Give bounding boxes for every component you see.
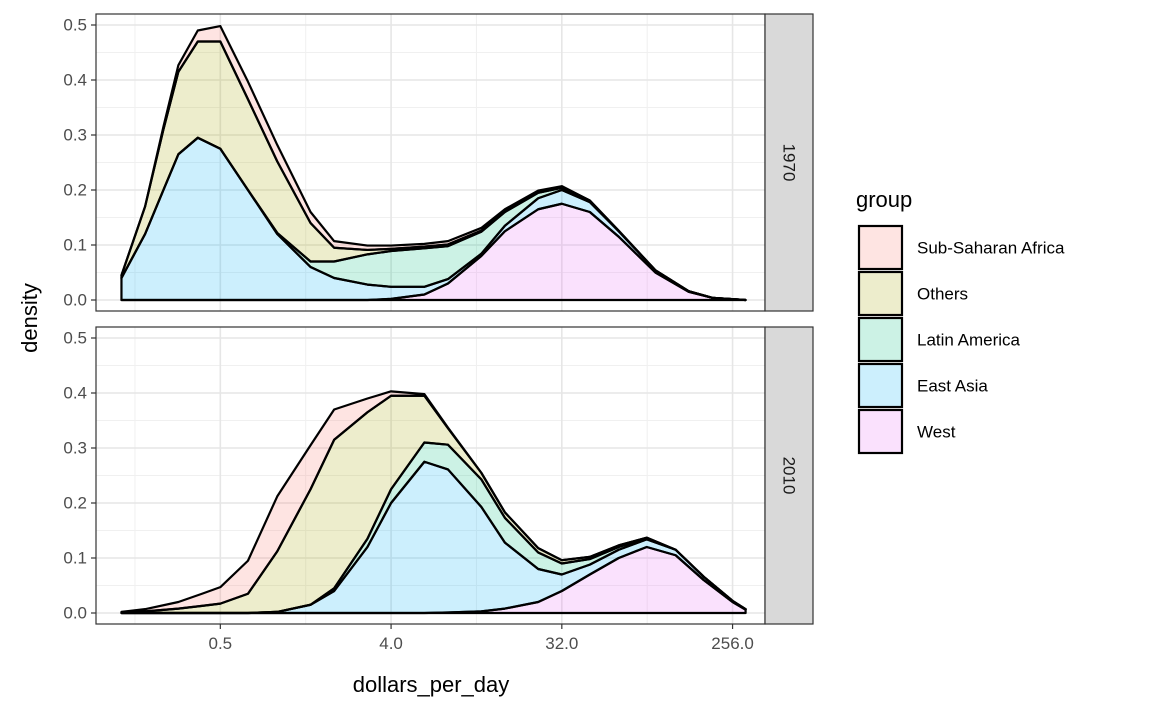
facet-strip bbox=[764, 13, 814, 312]
legend-label: West bbox=[917, 423, 956, 442]
legend-label: East Asia bbox=[917, 377, 988, 396]
legend-item-latin-america: Latin America bbox=[857, 316, 1021, 363]
legend-item-east-asia: East Asia bbox=[857, 362, 988, 409]
panel-1970: 1970 0.0 0.1 0.2 0.3 0.4 0.5 bbox=[63, 13, 814, 312]
density-area-sub-saharan-africa bbox=[120, 25, 747, 302]
x-tick-label: 0.5 bbox=[209, 634, 233, 653]
legend-label: Sub-Saharan Africa bbox=[917, 239, 1065, 258]
y-tick-label: 0.2 bbox=[63, 181, 87, 200]
legend-item-others: Others bbox=[857, 270, 968, 317]
facet-panels: 1970 0.0 0.1 0.2 0.3 0.4 0.5 2010 0.0 0.1 0.2 0.3 0.… bbox=[63, 13, 814, 653]
facet-strip-label: 1970 bbox=[780, 144, 799, 182]
y-tick-label: 0.2 bbox=[63, 494, 87, 513]
y-tick-label: 0.4 bbox=[63, 71, 87, 90]
x-axis-title: dollars_per_day bbox=[353, 672, 510, 697]
y-tick-label: 0.5 bbox=[63, 329, 87, 348]
x-tick-label: 32.0 bbox=[545, 634, 578, 653]
facet-strip-label: 2010 bbox=[780, 457, 799, 495]
y-tick-label: 0.1 bbox=[63, 236, 87, 255]
y-tick-label: 0.5 bbox=[63, 16, 87, 35]
y-tick-label: 0.3 bbox=[63, 439, 87, 458]
x-tick-label: 4.0 bbox=[379, 634, 403, 653]
y-axis-title: density bbox=[17, 283, 42, 353]
x-tick-label: 256.0 bbox=[711, 634, 754, 653]
legend-item-sub-saharan-africa: Sub-Saharan Africa bbox=[857, 224, 1065, 271]
legend-label: Others bbox=[917, 285, 968, 304]
panel-2010: 2010 0.0 0.1 0.2 0.3 0.4 0.5 bbox=[63, 326, 814, 625]
legend-label: Latin America bbox=[917, 331, 1021, 350]
y-tick-label: 0.0 bbox=[63, 604, 87, 623]
legend-swatch bbox=[857, 270, 904, 317]
legend-swatch bbox=[857, 316, 904, 363]
y-tick-label: 0.1 bbox=[63, 549, 87, 568]
legend-item-west: West bbox=[857, 408, 956, 455]
y-tick-label: 0.0 bbox=[63, 291, 87, 310]
x-axis: 0.5 4.0 32.0 256.0 bbox=[209, 624, 754, 653]
legend-swatch bbox=[857, 362, 904, 409]
legend-items: Sub-Saharan Africa Others Latin America Eas… bbox=[857, 224, 1065, 455]
density-area-sub-saharan-africa bbox=[120, 390, 747, 614]
legend-swatch bbox=[857, 224, 904, 271]
facet-strip bbox=[764, 326, 814, 625]
y-tick-label: 0.3 bbox=[63, 126, 87, 145]
legend-title: group bbox=[856, 187, 912, 212]
y-tick-label: 0.4 bbox=[63, 384, 87, 403]
legend-swatch bbox=[857, 408, 904, 455]
legend: group Sub-Saharan Africa Others Latin Amer… bbox=[856, 187, 1065, 455]
